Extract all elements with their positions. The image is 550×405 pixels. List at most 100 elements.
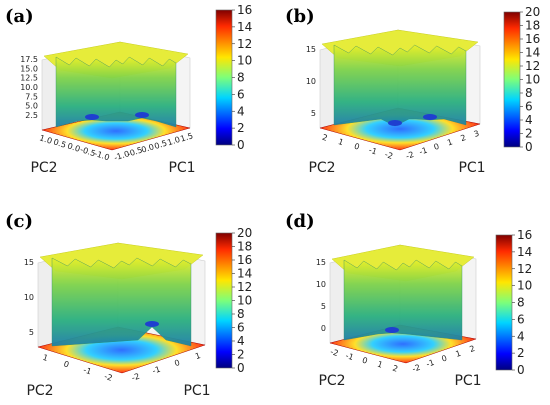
colorbar-tick-label: 2 (525, 127, 533, 141)
colorbar-tick-label: 2 (517, 346, 525, 360)
colorbar-tick-label: 2 (237, 121, 245, 135)
y-tick-label: 0 (62, 359, 70, 369)
colorbar-tick-label: 4 (237, 104, 245, 118)
colorbar-tick-label: 12 (237, 37, 252, 51)
x-tick-label: 1 (454, 349, 462, 359)
z-tick-label: 15 (24, 258, 34, 267)
z-tick-label: 10.0 (20, 83, 38, 92)
x-tick-label: 2 (459, 133, 467, 143)
x-tick-label: -1 (425, 358, 435, 369)
x-tick-label: 1.0 (166, 135, 181, 147)
colorbar (215, 9, 233, 146)
colorbar-tick-label: 0 (237, 361, 245, 375)
x-tick-label: 0 (440, 354, 448, 364)
z-tick-label: 7.5 (25, 92, 38, 101)
y-tick-label: 0.5 (52, 137, 67, 149)
colorbar-tick-label: 16 (517, 228, 532, 242)
x-tick-label: 0 (173, 358, 181, 368)
surface-walls (343, 259, 463, 341)
colorbar-tick-label: 0 (237, 138, 245, 152)
colorbar-tick-label: 14 (525, 46, 540, 60)
x-axis-label: PC1 (168, 160, 195, 176)
y-axis-label: PC2 (26, 383, 53, 399)
colorbar-tick-label: 10 (525, 73, 540, 87)
colorbar-tick-label: 10 (517, 279, 532, 293)
colorbar (495, 234, 513, 371)
y-tick-label: 1.0 (38, 133, 53, 145)
x-tick-label: -1 (151, 365, 161, 376)
x-axis-label: PC1 (183, 383, 210, 399)
colorbar-tick-label: 8 (237, 71, 245, 85)
chart-panel-1: (a)17.515.012.510.07.55.02.5-1.0-0.50.00… (5, 3, 252, 176)
y-tick-label: -2 (103, 372, 113, 383)
x-tick-label: -2 (130, 372, 140, 383)
surface-walls (51, 257, 192, 347)
x-tick-label: 1 (446, 137, 454, 147)
colorbar-tick-label: 8 (517, 296, 525, 310)
y-tick-label: -2 (329, 347, 339, 358)
x-tick-label: 3 (473, 129, 481, 139)
z-tick-label: 10 (316, 280, 326, 289)
colorbar-tick-label: 6 (517, 312, 525, 326)
colorbar-tick-label: 6 (237, 87, 245, 101)
x-tick-label: 0 (433, 142, 441, 152)
energy-well-2 (423, 114, 437, 120)
z-tick-label: 10 (306, 77, 316, 86)
colorbar-tick-label: 6 (237, 321, 245, 335)
z-tick-label: 15.0 (20, 64, 38, 73)
y-tick-label: -2 (384, 150, 394, 161)
z-tick-label: 5 (29, 328, 34, 337)
x-tick-label: 0.0 (140, 142, 155, 154)
panel-label: (d) (285, 211, 315, 232)
x-tick-label: -2 (411, 363, 421, 374)
energy-well-1 (385, 327, 399, 333)
panel-label: (c) (5, 211, 33, 232)
y-tick-label: 2 (321, 133, 329, 143)
colorbar-tick-label: 0 (517, 363, 525, 377)
x-tick-label: 1 (194, 351, 202, 361)
colorbar-tick-label: 20 (525, 5, 540, 19)
colorbar-tick-label: 6 (525, 100, 533, 114)
x-tick-label: -2 (405, 150, 415, 161)
panel-label: (a) (5, 6, 34, 27)
y-tick-label: 2 (391, 364, 399, 374)
y-tick-label: 1 (376, 360, 384, 370)
z-tick-label: 15 (316, 258, 326, 267)
x-axis-label: PC1 (454, 373, 481, 389)
x-tick-label: 2 (468, 344, 476, 354)
y-axis-label: PC2 (308, 160, 335, 176)
colorbar-tick-label: 10 (237, 294, 252, 308)
colorbar-tick-label: 8 (525, 86, 533, 100)
colorbar-tick-label: 4 (525, 113, 533, 127)
colorbar-tick-label: 8 (237, 307, 245, 321)
x-tick-label: 1.5 (179, 131, 194, 143)
colorbar-tick-label: 4 (517, 329, 525, 343)
y-tick-label: 0 (353, 142, 361, 152)
energy-well-1 (145, 321, 159, 327)
colorbar-tick-label: 14 (237, 20, 252, 34)
x-tick-label: 0.5 (153, 139, 168, 151)
colorbar-tick-label: 16 (237, 3, 252, 17)
panel-label: (b) (285, 6, 315, 27)
z-tick-label: 10 (24, 293, 34, 302)
colorbar-tick-label: 20 (237, 226, 252, 240)
colorbar-tick-label: 14 (517, 245, 532, 259)
colorbar-tick-label: 12 (517, 262, 532, 276)
colorbar-tick-label: 10 (237, 54, 252, 68)
x-tick-label: -1 (418, 146, 428, 157)
y-axis-label: PC2 (318, 373, 345, 389)
z-tick-label: 5 (311, 109, 316, 118)
y-tick-label: 0.0 (66, 141, 81, 153)
z-tick-label: 5.0 (25, 102, 38, 111)
energy-well-1 (85, 114, 99, 120)
x-axis-label: PC1 (458, 160, 485, 176)
z-tick-label: 5 (321, 302, 326, 311)
energy-well-2 (135, 112, 149, 118)
y-tick-label: -1 (344, 351, 354, 362)
colorbar-tick-label: 0 (525, 140, 533, 154)
colorbar-tick-label: 14 (237, 267, 252, 281)
colorbar-tick-label: 4 (237, 334, 245, 348)
